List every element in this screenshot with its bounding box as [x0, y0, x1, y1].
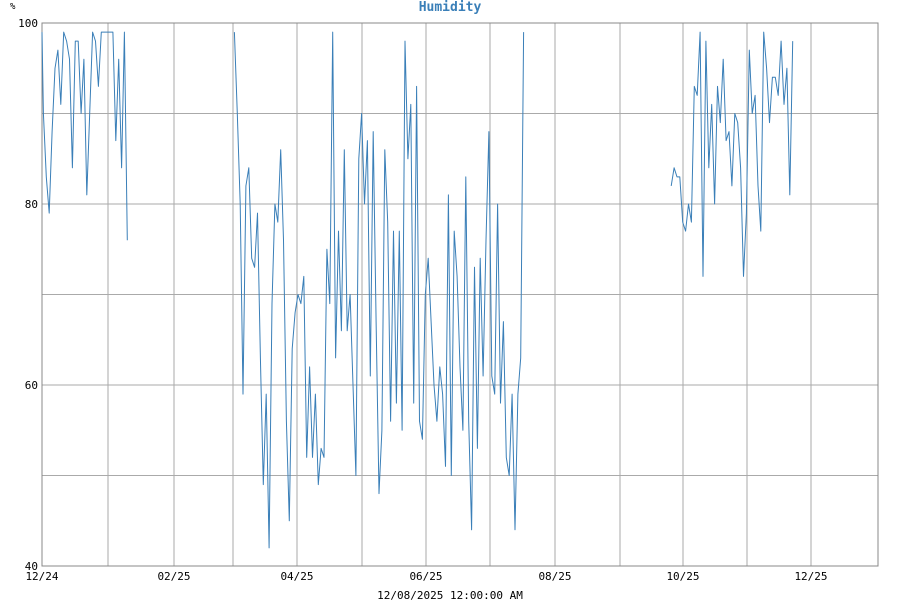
- series-line: [233, 31, 525, 549]
- x-tick-label: 04/25: [280, 570, 313, 583]
- grid: [41, 22, 878, 567]
- plot-frame: [41, 22, 879, 567]
- x-tick-label: 10/25: [666, 570, 699, 583]
- x-axis-ticks: 12/24 02/25 04/25 06/25 08/25 10/25 12/25: [25, 570, 827, 583]
- y-tick-label: 80: [25, 198, 38, 211]
- series-line: [670, 31, 794, 277]
- x-tick-label: 06/25: [409, 570, 442, 583]
- x-tick-label: 12/25: [794, 570, 827, 583]
- x-tick-label: 02/25: [157, 570, 190, 583]
- y-axis-ticks: 40 60 80 100: [18, 17, 38, 573]
- y-axis-unit-label: %: [10, 2, 16, 12]
- x-tick-label: 08/25: [538, 570, 571, 583]
- series-line: [41, 31, 128, 241]
- y-tick-label: 100: [18, 17, 38, 30]
- y-tick-label: 40: [25, 560, 38, 573]
- chart-title: Humidity: [419, 0, 482, 15]
- y-tick-label: 60: [25, 379, 38, 392]
- series-lines: [41, 31, 794, 549]
- x-tick-label: 12/24: [25, 570, 58, 583]
- timestamp-footer: 12/08/2025 12:00:00 AM: [377, 589, 523, 600]
